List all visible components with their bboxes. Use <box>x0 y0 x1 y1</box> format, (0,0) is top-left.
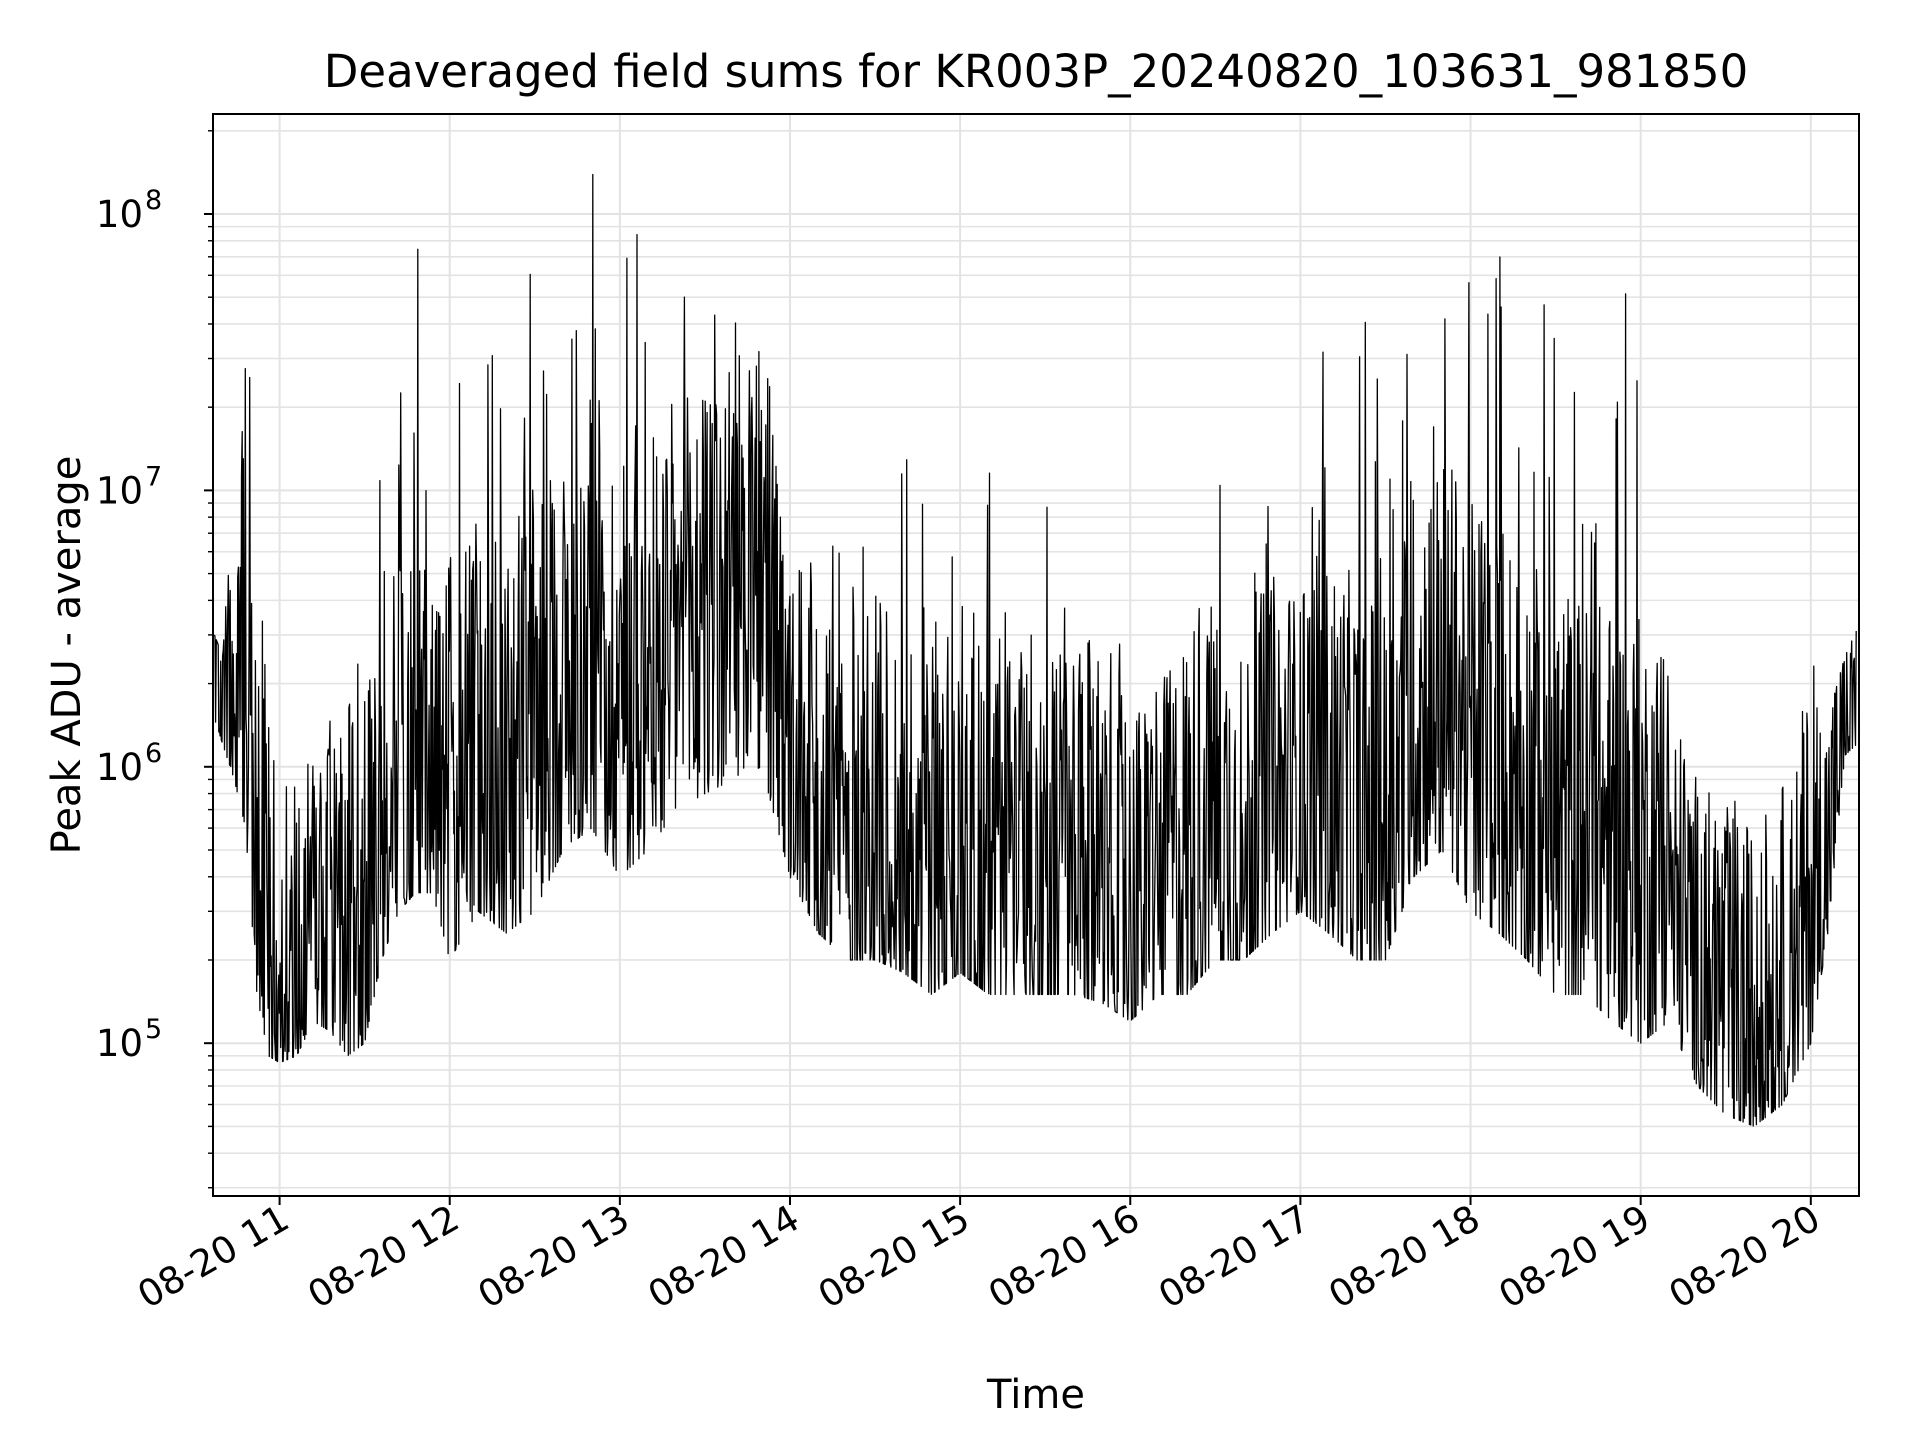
y-tick-label-exponent: 5 <box>145 1014 162 1045</box>
y-tick-label: 10 <box>96 469 143 512</box>
data-series <box>213 173 1857 1127</box>
y-axis-label: Peak ADU - average <box>44 456 90 855</box>
y-tick-label: 10 <box>96 746 143 789</box>
y-tick-label-exponent: 6 <box>145 738 162 769</box>
y-tick-label-exponent: 8 <box>145 185 162 216</box>
y-tick-label: 10 <box>96 1022 143 1065</box>
plot-frame <box>212 113 1860 1197</box>
data-line <box>213 173 1857 1127</box>
y-tick-label-exponent: 7 <box>145 461 162 492</box>
y-tick-label: 10 <box>96 193 143 236</box>
x-axis-label: Time <box>986 1372 1085 1418</box>
chart-title: Deaveraged field sums for KR003P_2024082… <box>324 45 1748 98</box>
